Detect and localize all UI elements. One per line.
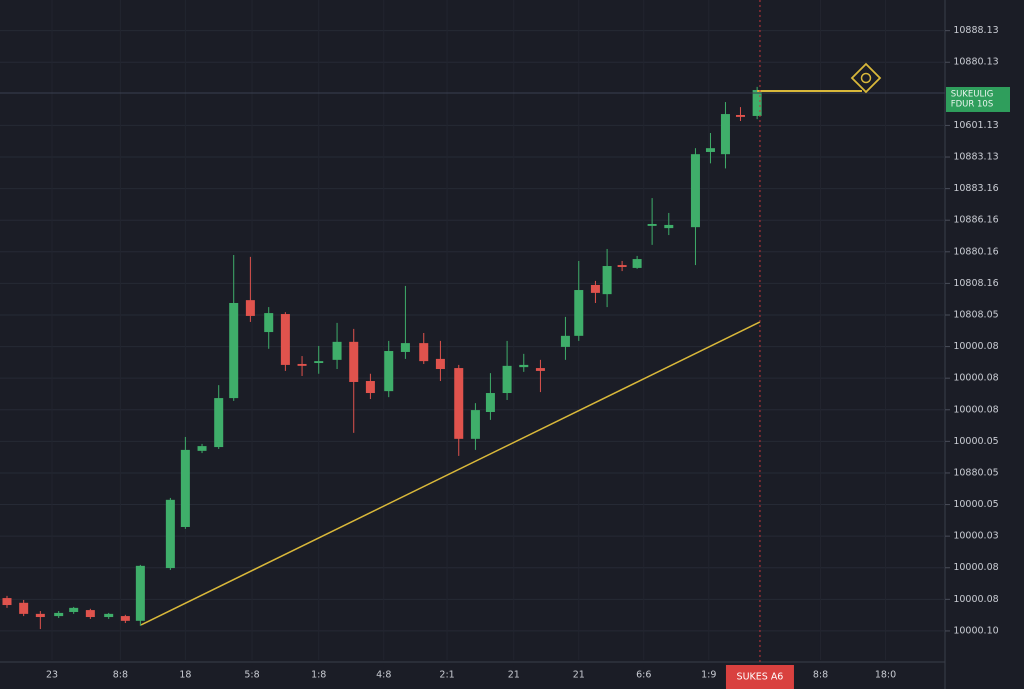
candle-body xyxy=(705,148,715,152)
alert-icon xyxy=(850,62,882,94)
candle-body xyxy=(135,565,145,621)
crosshair-label: SUKES A6 xyxy=(737,672,784,683)
trend-line xyxy=(140,321,761,626)
candle-body xyxy=(85,610,95,618)
candle-body xyxy=(752,90,762,116)
y-tick-label: 10880.16 xyxy=(953,246,998,257)
candle-body xyxy=(485,393,495,412)
y-tick-label: 10000.08 xyxy=(953,404,998,415)
y-tick-label: 10000.08 xyxy=(953,562,998,573)
candle-body xyxy=(435,358,445,370)
x-tick-label: 2:1 xyxy=(439,670,454,681)
y-tick-label: 10808.05 xyxy=(953,309,998,320)
candle-body xyxy=(690,154,700,228)
candle-body xyxy=(617,265,627,267)
y-tick-label: 10883.16 xyxy=(953,183,998,194)
candle-body xyxy=(332,341,342,360)
candle-body xyxy=(647,224,657,226)
x-tick-label: 18:0 xyxy=(875,670,896,681)
price-label-box xyxy=(946,86,1010,112)
candle-body xyxy=(454,368,464,439)
y-tick-label: 10886.16 xyxy=(953,215,998,226)
y-tick-label: 10880.13 xyxy=(953,57,998,68)
candle-body xyxy=(280,314,290,365)
x-tick-label: 21 xyxy=(508,670,520,681)
candle-body xyxy=(419,343,429,362)
candle-body xyxy=(229,302,239,399)
x-tick-label: 21 xyxy=(573,670,585,681)
x-tick-label: 23 xyxy=(46,670,58,681)
y-tick-label: 10000.08 xyxy=(953,341,998,352)
candle-body xyxy=(214,398,224,448)
y-tick-label: 10000.08 xyxy=(953,594,998,605)
candle-body xyxy=(720,114,730,155)
candle-body xyxy=(197,446,207,451)
candle-body xyxy=(349,341,359,382)
y-tick-label: 10888.13 xyxy=(953,25,998,36)
y-tick-label: 10000.10 xyxy=(953,625,998,636)
y-tick-label: 10808.16 xyxy=(953,278,998,289)
candle-body xyxy=(69,607,79,612)
x-tick-label: 1:8 xyxy=(311,670,326,681)
candle-body xyxy=(120,616,130,621)
candle-body xyxy=(735,115,745,117)
y-tick-label: 10883.13 xyxy=(953,152,998,163)
candle-body xyxy=(632,259,642,268)
crosshair-label-box xyxy=(725,665,794,689)
candle-body xyxy=(502,365,512,394)
candle-body xyxy=(365,381,375,394)
y-tick-label: 10000.05 xyxy=(953,499,998,510)
candle-body xyxy=(384,351,394,392)
x-tick-label: 1:9 xyxy=(701,670,716,681)
candle-body xyxy=(19,602,29,614)
x-tick-label: 8:8 xyxy=(113,670,128,681)
candle-body xyxy=(470,410,480,439)
x-tick-label: 4:8 xyxy=(376,670,391,681)
y-tick-label: 10000.08 xyxy=(953,373,998,384)
candle-body xyxy=(535,368,545,371)
candle-body xyxy=(2,598,12,606)
y-tick-label: 10000.05 xyxy=(953,436,998,447)
candle-body xyxy=(35,613,45,618)
price-label: SUKEULIG xyxy=(951,89,994,99)
candle-body xyxy=(104,613,114,618)
candle-body xyxy=(54,612,64,617)
x-tick-label: 18 xyxy=(179,670,191,681)
candle-body xyxy=(519,364,529,368)
candle-body xyxy=(560,335,570,347)
y-tick-label: 10000.03 xyxy=(953,531,998,542)
candle-body xyxy=(314,361,324,364)
candle-body xyxy=(400,343,410,352)
candle-body xyxy=(574,290,584,336)
x-tick-label: 5:8 xyxy=(244,670,259,681)
candle-body xyxy=(180,449,190,527)
candle-body xyxy=(664,224,674,229)
candle-body xyxy=(165,499,175,569)
candle-body xyxy=(297,363,307,366)
price-label: FDUR 10S xyxy=(951,99,993,109)
candle-body xyxy=(245,300,255,316)
candle-body xyxy=(602,266,612,295)
alert-icon-dot xyxy=(860,72,872,84)
x-tick-label: 8:8 xyxy=(813,670,828,681)
candle-body xyxy=(264,313,274,333)
x-tick-label: 6:6 xyxy=(636,670,651,681)
candle-body xyxy=(590,284,600,293)
y-tick-label: 10880.05 xyxy=(953,467,998,478)
y-tick-label: 10601.13 xyxy=(953,120,998,131)
